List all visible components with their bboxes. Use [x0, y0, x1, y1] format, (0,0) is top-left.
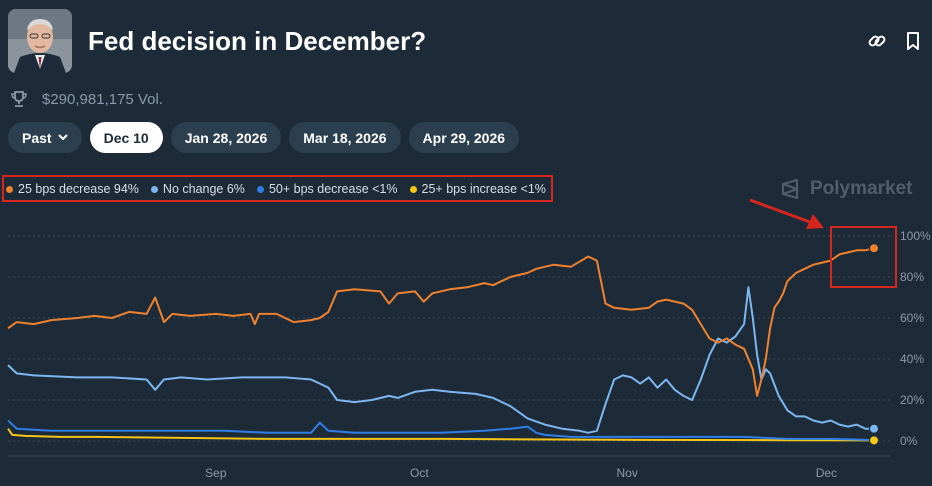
annotation-arrow-head	[806, 214, 824, 229]
legend-label: 25 bps decrease 94%	[18, 182, 139, 196]
x-tick-label: Oct	[410, 466, 429, 480]
brand-name: Polymarket	[810, 178, 913, 199]
marker-layer	[869, 243, 879, 446]
series-end-marker	[869, 435, 879, 446]
trophy-icon	[11, 91, 27, 107]
volume-text: $290,981,175 Vol.	[42, 90, 163, 108]
tab-past[interactable]: Past	[8, 122, 82, 153]
legend-label: 25+ bps increase <1%	[421, 182, 546, 196]
annotation-layer	[749, 198, 824, 229]
page-title: Fed decision in December?	[88, 26, 427, 56]
bookmark-icon[interactable]	[902, 30, 924, 52]
series-layer	[7, 247, 875, 442]
legend-dot	[6, 185, 13, 193]
market-avatar	[8, 9, 72, 73]
legend-dot	[256, 185, 264, 193]
legend-dot	[409, 185, 417, 193]
tab-label: Past	[22, 129, 52, 146]
x-tick-label: Nov	[617, 466, 638, 480]
tab-label: Dec 10	[103, 129, 149, 146]
y-tick-label: 60%	[900, 311, 924, 325]
legend-highlight-box	[2, 175, 553, 202]
date-tabs: Past Dec 10 Jan 28, 2026 Mar 18, 2026 Ap…	[8, 122, 520, 153]
legend-dot	[150, 185, 158, 193]
series-line-25-bps-decrease	[7, 247, 875, 397]
legend-item: 25 bps decrease 94%	[6, 182, 139, 196]
endpoint-highlight-box	[830, 226, 897, 288]
x-tick-label: Dec	[816, 466, 837, 480]
y-tick-label: 0%	[900, 434, 918, 448]
link-icon[interactable]	[866, 30, 888, 52]
tab-label: Apr 29, 2026	[422, 129, 506, 146]
legend-label: No change 6%	[162, 182, 245, 196]
tab-label: Jan 28, 2026	[184, 129, 268, 146]
tab-jan-28-2026[interactable]: Jan 28, 2026	[170, 122, 282, 153]
y-tick-label: 100%	[900, 229, 931, 243]
legend-item: No change 6%	[150, 182, 245, 196]
annotation-arrow-shaft	[749, 198, 819, 227]
y-tick-label: 40%	[900, 352, 924, 366]
polymarket-logo-icon	[781, 178, 799, 200]
series-line-no-change	[7, 286, 874, 434]
y-tick-label: 20%	[900, 393, 924, 407]
volume-row: $290,981,175 Vol.	[10, 89, 163, 109]
series-line-50-bps-decrease	[7, 419, 875, 441]
tab-mar-18-2026[interactable]: Mar 18, 2026	[289, 122, 401, 153]
tab-label: Mar 18, 2026	[303, 129, 387, 146]
series-end-marker	[869, 243, 879, 254]
portrait-image	[8, 9, 72, 73]
chevron-down-icon	[57, 134, 68, 141]
polymarket-brand: Polymarket	[780, 177, 912, 201]
legend-item: 25+ bps increase <1%	[409, 182, 546, 196]
series-line-25-bps-increase	[7, 428, 875, 442]
y-tick-label: 80%	[900, 270, 924, 284]
tab-apr-29-2026[interactable]: Apr 29, 2026	[408, 122, 520, 153]
series-end-marker	[869, 423, 879, 434]
legend-label: 50+ bps decrease <1%	[268, 182, 398, 196]
grid-layer: 0% 20% 40% 60% 80% 100% Sep Oct Nov Dec	[8, 229, 931, 480]
tab-dec-10[interactable]: Dec 10	[89, 122, 163, 153]
chart-legend: 25 bps decrease 94% No change 6% 50+ bps…	[6, 179, 546, 199]
x-tick-label: Sep	[205, 466, 227, 480]
legend-item: 50+ bps decrease <1%	[256, 182, 398, 196]
